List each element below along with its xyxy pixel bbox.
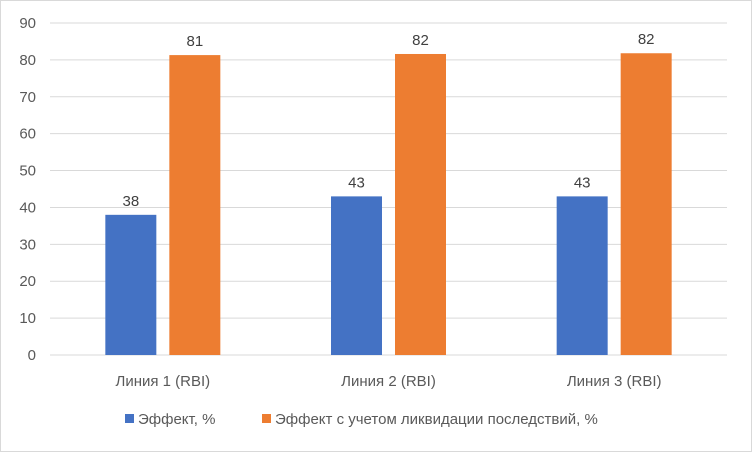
y-tick-label: 30 — [19, 236, 36, 253]
gridlines — [50, 22, 727, 356]
data-label: 81 — [186, 33, 203, 50]
legend-swatch — [125, 414, 134, 423]
y-tick-label: 10 — [19, 310, 36, 327]
y-tick-label: 50 — [19, 163, 36, 180]
bar-series2-cat2 — [395, 53, 446, 356]
x-tick-label: Линия 1 (RBI) — [115, 373, 210, 390]
legend-swatch — [262, 414, 271, 423]
bar-series1-cat1 — [105, 214, 157, 355]
legend-label: Эффект, % — [138, 411, 215, 428]
y-tick-label: 0 — [28, 347, 36, 364]
data-labels: 38 81 43 82 43 82 — [122, 31, 654, 210]
legend-label: Эффект с учетом ликвидации последствий, … — [275, 411, 598, 428]
y-tick-label: 90 — [19, 15, 36, 32]
data-label: 82 — [412, 32, 429, 49]
data-label: 43 — [348, 174, 365, 191]
legend: Эффект, % Эффект с учетом ликвидации посл… — [125, 411, 598, 428]
x-tick-label: Линия 3 (RBI) — [567, 373, 662, 390]
y-tick-label: 70 — [19, 89, 36, 106]
y-axis-ticks: 0 10 20 30 40 50 60 70 80 90 — [19, 15, 36, 364]
data-label: 43 — [574, 174, 591, 191]
y-tick-label: 80 — [19, 52, 36, 69]
data-label: 38 — [122, 193, 139, 210]
bar-series2-cat1 — [169, 55, 221, 356]
x-tick-label: Линия 2 (RBI) — [341, 373, 436, 390]
x-axis-ticks: Линия 1 (RBI) Линия 2 (RBI) Линия 3 (RBI) — [115, 373, 661, 390]
data-label: 82 — [638, 31, 655, 48]
bar-series1-cat3 — [556, 196, 608, 355]
y-tick-label: 60 — [19, 126, 36, 143]
bar-series2-cat3 — [620, 53, 672, 355]
y-tick-label: 20 — [19, 273, 36, 290]
bar-series1-cat2 — [331, 196, 382, 355]
y-tick-label: 40 — [19, 199, 36, 216]
bars — [105, 53, 672, 356]
